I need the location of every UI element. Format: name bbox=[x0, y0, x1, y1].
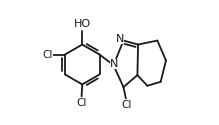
Text: N: N bbox=[116, 34, 124, 44]
Text: N: N bbox=[110, 60, 118, 70]
Text: Cl: Cl bbox=[42, 50, 53, 59]
Text: HO: HO bbox=[74, 19, 91, 29]
Text: Cl: Cl bbox=[77, 98, 87, 108]
Text: Cl: Cl bbox=[122, 100, 132, 110]
